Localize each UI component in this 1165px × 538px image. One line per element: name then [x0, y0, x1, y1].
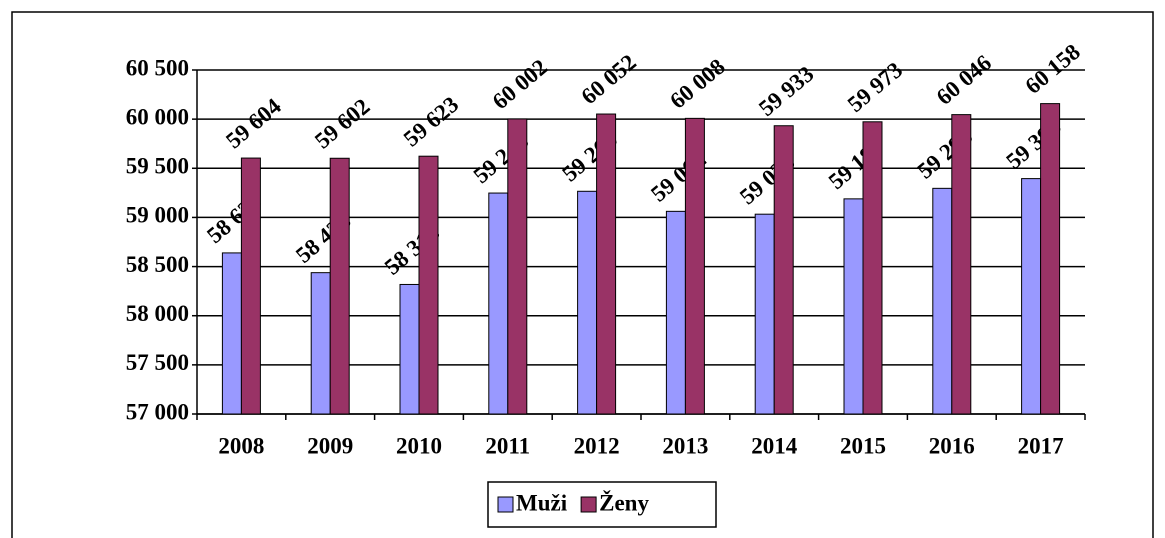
x-tick-label: 2010	[396, 433, 442, 458]
bar	[1021, 178, 1042, 415]
legend-label: Ženy	[599, 489, 649, 515]
x-tick-label: 2017	[1018, 433, 1064, 458]
bar	[596, 113, 617, 415]
bar	[951, 114, 972, 415]
x-tick-label: 2012	[574, 433, 620, 458]
bar	[221, 252, 242, 415]
legend-box	[487, 481, 717, 528]
legend-swatch	[497, 496, 514, 513]
x-tick-label: 2013	[662, 433, 708, 458]
bar	[577, 190, 598, 415]
bar	[488, 192, 509, 415]
x-tick-label: 2009	[307, 433, 353, 458]
x-tick-label: 2014	[751, 433, 798, 458]
data-label: 60 002	[488, 54, 553, 114]
data-label: 59 602	[310, 94, 375, 154]
bar	[418, 155, 439, 415]
x-tick-label: 2008	[218, 433, 264, 458]
bar	[240, 157, 261, 415]
x-tick-label: 2016	[929, 433, 975, 458]
data-label: 59 623	[399, 92, 464, 152]
data-label: 59 973	[843, 57, 908, 117]
bar	[754, 213, 775, 415]
x-tick-label: 2015	[840, 433, 886, 458]
y-tick-label: 59 000	[126, 203, 189, 228]
y-tick-label: 60 000	[126, 104, 189, 129]
bar	[507, 118, 528, 415]
bar	[932, 187, 953, 415]
data-label: 60 046	[932, 50, 997, 110]
legend-label: Muži	[516, 490, 568, 515]
bar	[310, 272, 331, 415]
y-tick-label: 57 500	[126, 350, 189, 375]
bar	[773, 125, 794, 415]
data-label: 59 604	[221, 93, 286, 153]
data-label: 60 052	[576, 49, 641, 109]
y-tick-label: 60 500	[126, 55, 189, 80]
bar	[843, 198, 864, 415]
legend-swatch	[580, 496, 597, 513]
bar	[329, 157, 350, 415]
bar	[399, 283, 420, 415]
data-label: 60 008	[665, 54, 730, 114]
y-tick-label: 57 000	[126, 399, 189, 424]
bar	[862, 121, 883, 415]
frame	[11, 11, 1154, 538]
x-tick-label: 2011	[485, 433, 530, 458]
data-label: 60 158	[1020, 39, 1085, 99]
y-tick-label: 58 500	[126, 252, 189, 277]
y-tick-label: 58 000	[126, 301, 189, 326]
y-tick-label: 59 500	[126, 154, 189, 179]
bar	[1040, 103, 1061, 415]
bar	[665, 210, 686, 415]
bar	[684, 117, 705, 415]
